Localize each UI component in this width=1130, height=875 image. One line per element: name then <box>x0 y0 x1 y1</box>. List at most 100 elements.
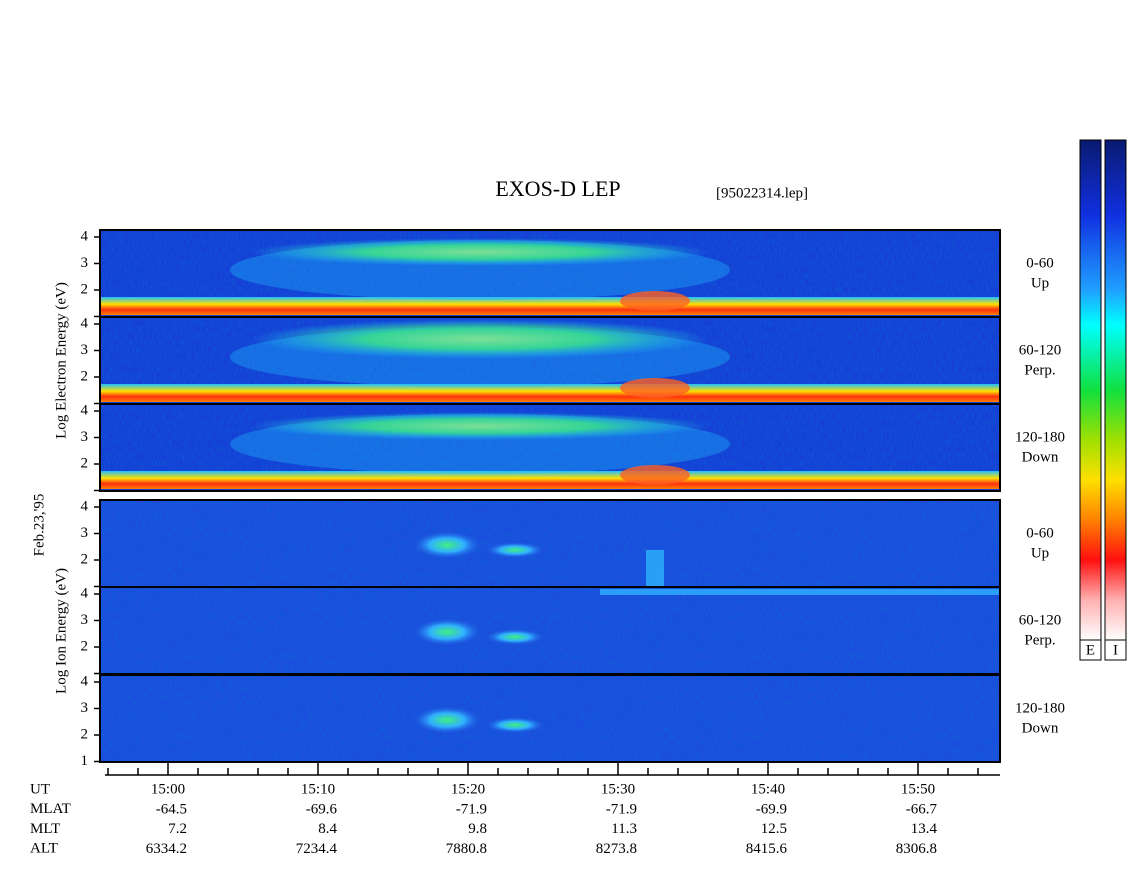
y-tick-label: 2 <box>81 726 89 742</box>
sub-panel: 4 3 2 1 120-180 Down <box>81 673 1066 769</box>
ion-burst <box>646 550 664 586</box>
spectrogram-noise <box>100 587 1000 674</box>
table-value: -66.7 <box>906 801 938 817</box>
table-value: -69.9 <box>756 801 787 817</box>
y-tick-label: 1 <box>81 753 89 769</box>
table-value: 8.4 <box>318 821 337 837</box>
y-tick-label: 2 <box>81 455 89 471</box>
pitch-angle-label: 0-60 <box>1026 255 1054 271</box>
panel: 4 3 2 0-60 Up 4 3 2 60-120 Perp. 4 3 2 1 120-180 Down Lo… <box>53 498 1065 769</box>
ut-label: 15:20 <box>451 781 485 797</box>
ut-label: 15:10 <box>301 781 335 797</box>
y-tick-label: 3 <box>81 342 89 358</box>
spectrogram-noise <box>100 500 1000 587</box>
y-tick-label: 4 <box>81 315 89 331</box>
pitch-angle-label: 60-120 <box>1019 342 1062 358</box>
sub-panel-frame <box>99 674 1001 763</box>
pitch-angle-label: 120-180 <box>1015 700 1065 716</box>
spectrogram-noise <box>100 675 1000 762</box>
table-value: 7234.4 <box>296 841 338 857</box>
ion-blob <box>412 618 482 646</box>
hot-spot <box>620 465 690 485</box>
y-tick-label: 4 <box>81 402 89 418</box>
direction-label: Down <box>1022 720 1059 736</box>
direction-label: Up <box>1031 545 1049 561</box>
ion-blob <box>412 706 482 734</box>
ion-blob <box>412 531 482 559</box>
row-label: MLAT <box>30 801 71 817</box>
y-tick-label: 3 <box>81 612 89 628</box>
color-bar <box>1079 139 1102 641</box>
high-energy-band <box>250 238 710 266</box>
y-tick-label: 3 <box>81 429 89 445</box>
ut-label: 15:50 <box>901 781 935 797</box>
color-bar-label: E <box>1086 642 1095 658</box>
y-axis-label: Log Electron Energy (eV) <box>53 282 69 439</box>
pitch-angle-label: 60-120 <box>1019 612 1062 628</box>
row-label: ALT <box>30 841 58 857</box>
y-tick-label: 4 <box>81 673 89 689</box>
ut-label: 15:40 <box>751 781 785 797</box>
high-energy-band <box>250 319 710 359</box>
pitch-angle-label: 0-60 <box>1026 525 1054 541</box>
table-value: 12.5 <box>761 821 787 837</box>
direction-label: Down <box>1022 449 1059 465</box>
file-name: [95022314.lep] <box>716 185 808 201</box>
hot-spot <box>620 291 690 311</box>
sub-panel: 4 3 2 120-180 Down <box>81 402 1065 492</box>
table-value: -71.9 <box>606 801 637 817</box>
table-value: 8273.8 <box>596 841 637 857</box>
panel: 4 3 2 0-60 Up 4 3 2 60-120 Perp. 4 3 2 120-180 Down Log… <box>53 228 1065 492</box>
y-tick-label: 4 <box>81 228 89 244</box>
cyan-region <box>230 240 730 300</box>
ion-blob <box>485 542 545 558</box>
ion-blob <box>485 629 545 645</box>
y-tick-label: 3 <box>81 525 89 541</box>
row-label: UT <box>30 781 50 797</box>
ut-label: 15:30 <box>601 781 635 797</box>
direction-label: Perp. <box>1024 362 1055 378</box>
time-axis: UT MLAT MLT ALT 15:00 15:10 15:20 15:30 15:40 15:… <box>30 763 1000 857</box>
sub-panel: 4 3 2 0-60 Up <box>81 498 1054 588</box>
date-label: Feb.23,'95 <box>31 494 47 557</box>
table-value: 7.2 <box>168 821 187 837</box>
y-tick-label: 4 <box>81 585 89 601</box>
table-value: 11.3 <box>611 821 637 837</box>
table-value: -69.6 <box>306 801 338 817</box>
sub-panel: 4 3 2 60-120 Perp. <box>81 315 1062 405</box>
sub-panel-frame <box>99 403 1001 492</box>
table-value: 7880.8 <box>446 841 487 857</box>
y-tick-label: 2 <box>81 368 89 384</box>
low-energy-band <box>100 384 1000 402</box>
color-bar-label-box <box>1104 639 1127 661</box>
table-value: 8415.6 <box>746 841 788 857</box>
sub-panel: 4 3 2 0-60 Up <box>81 228 1054 318</box>
hot-spot <box>620 378 690 398</box>
panels: 4 3 2 0-60 Up 4 3 2 60-120 Perp. 4 3 2 120-180 Down Log… <box>53 228 1065 769</box>
cyan-region <box>230 414 730 474</box>
high-energy-band <box>250 412 710 440</box>
table-value: -64.5 <box>156 801 187 817</box>
direction-label: Perp. <box>1024 632 1055 648</box>
y-tick-label: 4 <box>81 498 89 514</box>
color-bar <box>1104 139 1127 641</box>
color-bar-label: I <box>1113 642 1118 658</box>
table-value: 13.4 <box>911 821 938 837</box>
low-energy-band <box>100 471 1000 489</box>
pitch-angle-label: 120-180 <box>1015 429 1065 445</box>
table-value: 6334.2 <box>146 841 187 857</box>
cyan-region <box>230 327 730 387</box>
y-tick-label: 2 <box>81 638 89 654</box>
y-tick-label: 3 <box>81 255 89 271</box>
table-value: -71.9 <box>456 801 487 817</box>
sub-panel: 4 3 2 60-120 Perp. <box>81 585 1062 675</box>
y-tick-label: 2 <box>81 281 89 297</box>
direction-label: Up <box>1031 275 1049 291</box>
row-label: MLT <box>30 821 60 837</box>
low-energy-band <box>100 297 1000 315</box>
color-bar-label-box <box>1079 639 1102 661</box>
table-value: 9.8 <box>468 821 487 837</box>
ut-label: 15:00 <box>151 781 185 797</box>
